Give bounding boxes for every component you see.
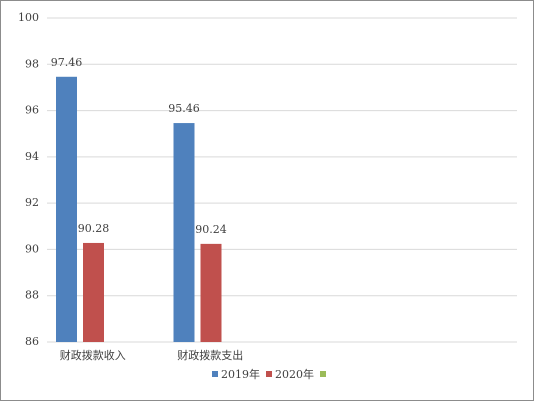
x-tick-label: 财政拨款支出 xyxy=(177,348,243,362)
bar xyxy=(173,123,195,342)
data-label: 95.46 xyxy=(168,102,200,115)
y-tick-label: 94 xyxy=(25,150,39,163)
y-tick-label: 86 xyxy=(25,335,39,348)
legend-swatch xyxy=(320,371,326,377)
legend-label: 2020年 xyxy=(275,367,314,381)
y-tick-label: 92 xyxy=(25,196,39,209)
x-tick-label: 财政拨款收入 xyxy=(60,348,126,362)
legend-swatch xyxy=(266,371,272,377)
bar xyxy=(200,243,222,342)
y-tick-label: 98 xyxy=(25,57,39,70)
y-tick-label: 88 xyxy=(25,289,39,302)
legend-swatch xyxy=(212,371,218,377)
legend-label: 2019年 xyxy=(221,367,260,381)
y-tick-label: 96 xyxy=(25,104,39,117)
y-tick-label: 90 xyxy=(25,242,39,255)
data-label: 90.28 xyxy=(78,222,110,235)
y-tick-label: 100 xyxy=(18,11,39,24)
data-label: 90.24 xyxy=(195,223,227,236)
data-label: 97.46 xyxy=(51,56,83,69)
bar xyxy=(56,76,77,342)
bar xyxy=(83,242,104,342)
